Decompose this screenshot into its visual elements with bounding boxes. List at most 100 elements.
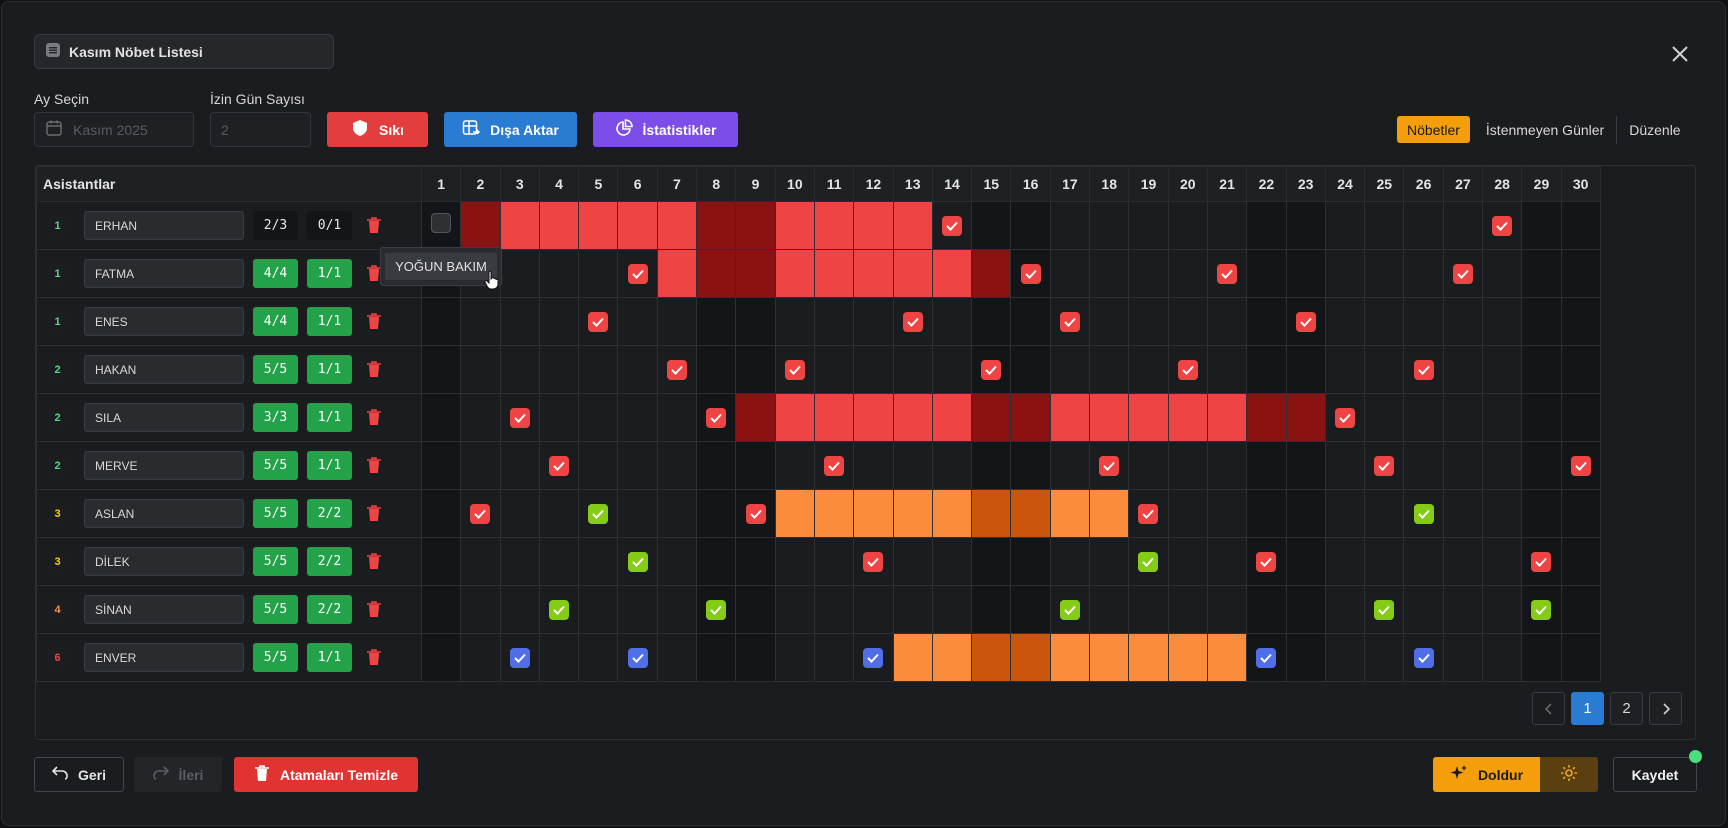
day-cell[interactable]: [1403, 297, 1444, 346]
checkbox[interactable]: [745, 503, 766, 524]
day-cell[interactable]: [1049, 393, 1091, 442]
day-cell[interactable]: [931, 297, 973, 346]
checkbox[interactable]: [1138, 503, 1159, 524]
day-cell[interactable]: [578, 633, 619, 682]
day-cell[interactable]: [1442, 633, 1484, 682]
day-cell[interactable]: [499, 345, 540, 394]
day-cell[interactable]: [971, 633, 1012, 682]
assistant-name-field[interactable]: MERVE: [84, 451, 244, 480]
day-cell[interactable]: [499, 201, 540, 250]
day-cell[interactable]: [774, 201, 815, 250]
day-cell[interactable]: [971, 585, 1012, 634]
day-cell[interactable]: [1049, 201, 1091, 250]
checkbox[interactable]: [1020, 263, 1041, 284]
day-cell[interactable]: [1285, 249, 1326, 298]
day-cell[interactable]: [696, 585, 737, 634]
day-cell[interactable]: [460, 633, 501, 682]
day-cell[interactable]: [1521, 201, 1562, 250]
day-cell[interactable]: [931, 345, 973, 394]
day-cell[interactable]: [1128, 441, 1169, 490]
delete-row-icon[interactable]: [366, 504, 384, 524]
leave-days-input[interactable]: 2: [210, 112, 311, 147]
day-cell[interactable]: [617, 201, 658, 250]
day-cell[interactable]: [1049, 537, 1091, 586]
day-cell[interactable]: [1246, 345, 1287, 394]
checkbox[interactable]: [1334, 407, 1355, 428]
export-button[interactable]: Dışa Aktar: [444, 112, 577, 147]
day-cell[interactable]: [735, 297, 776, 346]
day-cell[interactable]: [460, 393, 501, 442]
day-cell[interactable]: [1049, 441, 1091, 490]
day-cell[interactable]: [931, 393, 973, 442]
day-cell[interactable]: [420, 537, 462, 586]
day-cell[interactable]: [1442, 393, 1484, 442]
day-cell[interactable]: [1560, 249, 1601, 298]
day-cell[interactable]: [1128, 633, 1169, 682]
day-cell[interactable]: [1246, 441, 1287, 490]
day-cell[interactable]: [1521, 489, 1562, 538]
day-cell[interactable]: [853, 345, 894, 394]
day-cell[interactable]: [1482, 585, 1523, 634]
assistant-name-field[interactable]: ASLAN: [84, 499, 244, 528]
checkbox[interactable]: [1177, 359, 1198, 380]
checkbox[interactable]: [1492, 215, 1513, 236]
checkbox[interactable]: [706, 407, 727, 428]
day-cell[interactable]: [1324, 585, 1366, 634]
day-cell[interactable]: [1560, 201, 1601, 250]
day-cell[interactable]: [420, 489, 462, 538]
day-cell[interactable]: [774, 441, 815, 490]
checkbox[interactable]: [1099, 455, 1120, 476]
day-cell[interactable]: [774, 297, 815, 346]
day-cell[interactable]: [774, 249, 815, 298]
day-cell[interactable]: [853, 393, 894, 442]
day-cell[interactable]: [735, 441, 776, 490]
day-cell[interactable]: [1049, 585, 1091, 634]
day-cell[interactable]: [460, 441, 501, 490]
day-cell[interactable]: [1285, 297, 1326, 346]
day-cell[interactable]: [892, 297, 933, 346]
day-cell[interactable]: [1010, 201, 1051, 250]
day-cell[interactable]: [971, 489, 1012, 538]
day-cell[interactable]: [499, 393, 540, 442]
day-cell[interactable]: [578, 441, 619, 490]
day-cell[interactable]: [892, 249, 933, 298]
checkbox[interactable]: [509, 407, 530, 428]
delete-row-icon[interactable]: [366, 600, 384, 620]
day-cell[interactable]: [656, 297, 698, 346]
day-cell[interactable]: [1089, 201, 1130, 250]
day-cell[interactable]: [617, 585, 658, 634]
day-cell[interactable]: [499, 441, 540, 490]
checkbox[interactable]: [1217, 263, 1238, 284]
day-cell[interactable]: [1285, 489, 1326, 538]
day-cell[interactable]: [735, 537, 776, 586]
day-cell[interactable]: [1482, 441, 1523, 490]
checkbox[interactable]: [902, 311, 923, 332]
day-cell[interactable]: [617, 489, 658, 538]
tab-unwanted-days[interactable]: İstenmeyen Günler: [1485, 121, 1605, 138]
day-cell[interactable]: [578, 297, 619, 346]
prev-page-button[interactable]: [1532, 692, 1565, 725]
day-cell[interactable]: [1285, 201, 1326, 250]
day-cell[interactable]: [774, 585, 815, 634]
day-cell[interactable]: [617, 345, 658, 394]
day-cell[interactable]: [1246, 633, 1287, 682]
day-cell[interactable]: [696, 345, 737, 394]
fill-settings-button[interactable]: [1540, 757, 1598, 792]
checkbox[interactable]: [627, 263, 648, 284]
day-cell[interactable]: [656, 393, 698, 442]
day-cell[interactable]: [696, 633, 737, 682]
day-cell[interactable]: [892, 201, 933, 250]
day-cell[interactable]: [1010, 249, 1051, 298]
day-cell[interactable]: [499, 585, 540, 634]
day-cell[interactable]: [1285, 393, 1326, 442]
day-cell[interactable]: [656, 537, 698, 586]
day-cell[interactable]: [696, 441, 737, 490]
day-cell[interactable]: [1324, 249, 1366, 298]
day-cell[interactable]: [1206, 345, 1248, 394]
strict-button[interactable]: Sıkı: [327, 112, 428, 147]
day-cell[interactable]: [538, 585, 580, 634]
day-cell[interactable]: [538, 537, 580, 586]
statistics-button[interactable]: İstatistikler: [593, 112, 738, 147]
checkbox[interactable]: [549, 599, 570, 620]
day-cell[interactable]: [1089, 345, 1130, 394]
